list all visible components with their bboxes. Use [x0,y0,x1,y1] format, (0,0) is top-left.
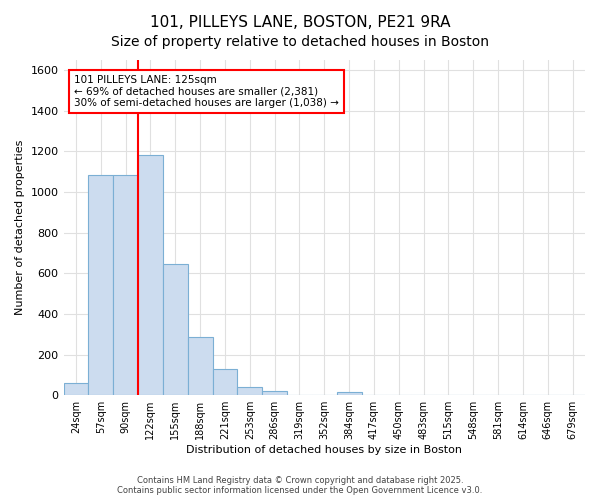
Bar [238,387,262,395]
Bar [212,369,238,395]
Y-axis label: Number of detached properties: Number of detached properties [15,140,25,316]
Text: 101, PILLEYS LANE, BOSTON, PE21 9RA: 101, PILLEYS LANE, BOSTON, PE21 9RA [150,15,450,30]
Text: Size of property relative to detached houses in Boston: Size of property relative to detached ho… [111,35,489,49]
Bar [64,382,88,395]
Text: Contains HM Land Registry data © Crown copyright and database right 2025.
Contai: Contains HM Land Registry data © Crown c… [118,476,482,495]
Bar [262,391,287,395]
Bar [88,175,113,395]
Text: 101 PILLEYS LANE: 125sqm
← 69% of detached houses are smaller (2,381)
30% of sem: 101 PILLEYS LANE: 125sqm ← 69% of detach… [74,75,339,108]
Bar [163,264,188,395]
Bar [138,156,163,395]
Bar [337,392,362,395]
Bar [188,338,212,395]
X-axis label: Distribution of detached houses by size in Boston: Distribution of detached houses by size … [186,445,462,455]
Bar [113,175,138,395]
